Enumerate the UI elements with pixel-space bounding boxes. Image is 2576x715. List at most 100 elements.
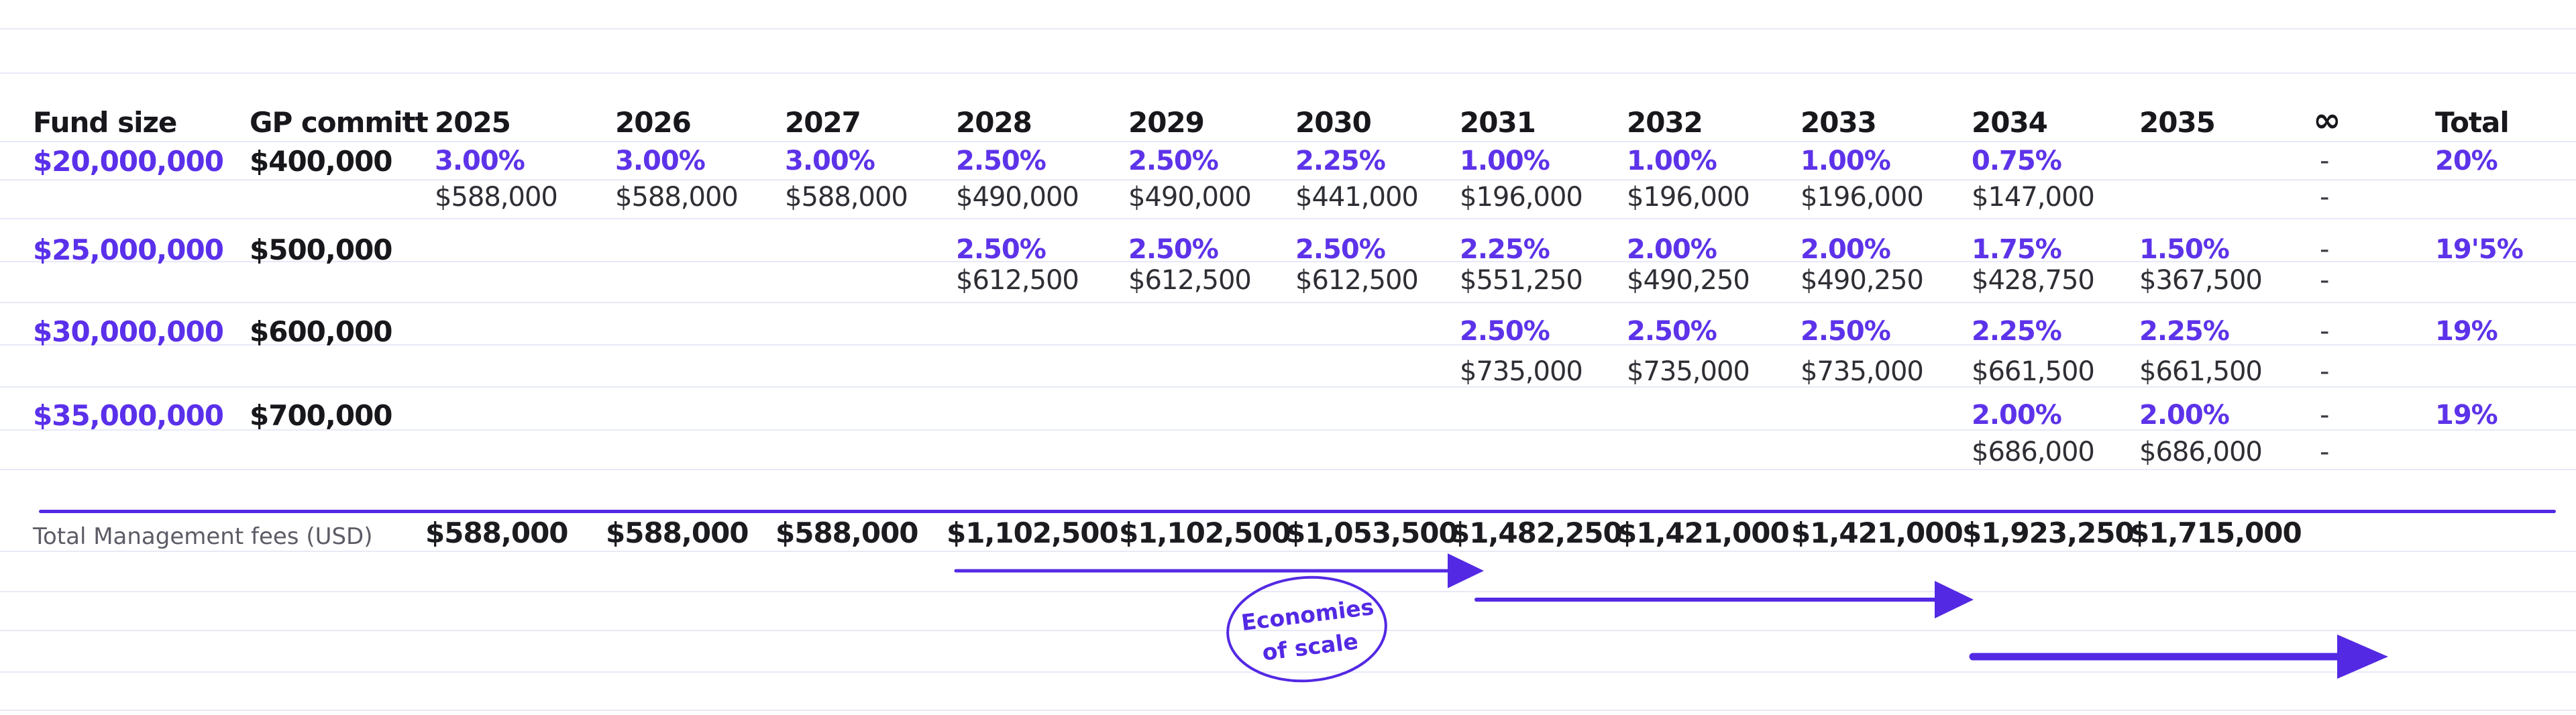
fee-usd-cell[interactable]: $588,000: [435, 182, 558, 213]
economies-arrow-2[interactable]: [1474, 581, 1974, 618]
fee-pct-cell[interactable]: 1.00%: [1627, 146, 1717, 176]
col-header-2033[interactable]: 2033: [1801, 106, 1877, 139]
fee-pct-cell[interactable]: 2.00%: [1627, 234, 1717, 265]
fee-usd-cell[interactable]: $612,500: [1295, 265, 1419, 296]
fee-pct-cell[interactable]: 2.50%: [1801, 316, 1891, 347]
fee-usd-cell[interactable]: $612,500: [1128, 265, 1252, 296]
fund-size-cell[interactable]: $20,000,000: [33, 145, 224, 178]
fee-pct-cell[interactable]: 2.25%: [1460, 234, 1550, 265]
col-header-fund-size[interactable]: Fund size: [33, 106, 177, 139]
gp-commit-cell[interactable]: $600,000: [250, 315, 393, 348]
fee-pct-cell[interactable]: 2.50%: [956, 146, 1046, 176]
fee-pct-cell[interactable]: 2.25%: [2139, 316, 2230, 347]
fee-usd-cell[interactable]: $490,250: [1801, 265, 1924, 296]
fee-usd-cell[interactable]: $428,750: [1972, 265, 2095, 296]
gp-commit-cell[interactable]: $700,000: [250, 399, 393, 432]
fee-usd-cell[interactable]: $490,000: [956, 182, 1079, 213]
row-total-pct[interactable]: 19'5%: [2435, 234, 2524, 265]
total-fees-value[interactable]: $1,482,250: [1450, 516, 1623, 549]
fee-pct-cell[interactable]: 2.50%: [1460, 316, 1550, 347]
total-fees-value[interactable]: $1,923,250: [1962, 516, 2135, 549]
row-gridline: [0, 469, 2576, 470]
fee-usd-cell[interactable]: $735,000: [1460, 356, 1583, 387]
col-header-2028[interactable]: 2028: [956, 106, 1032, 139]
fund-size-cell[interactable]: $30,000,000: [33, 315, 224, 348]
fee-pct-cell[interactable]: 3.00%: [785, 146, 875, 176]
total-fees-value[interactable]: $1,421,000: [1617, 516, 1790, 549]
gp-commit-cell[interactable]: $500,000: [250, 233, 393, 266]
fee-pct-cell[interactable]: 1.00%: [1801, 146, 1891, 176]
economies-arrow-3[interactable]: [1969, 635, 2388, 679]
fee-usd-cell[interactable]: $441,000: [1295, 182, 1419, 213]
row-total-pct[interactable]: 19%: [2435, 400, 2498, 431]
row-gridline: [0, 302, 2576, 303]
fee-usd-cell[interactable]: $735,000: [1801, 356, 1924, 387]
fee-pct-cell[interactable]: 2.50%: [1128, 146, 1219, 176]
col-header-2035[interactable]: 2035: [2139, 106, 2216, 139]
fee-pct-cell[interactable]: 2.25%: [1295, 146, 1386, 176]
fee-usd-cell[interactable]: $367,500: [2139, 265, 2263, 296]
fee-usd-cell[interactable]: $588,000: [615, 182, 739, 213]
fund-size-cell[interactable]: $35,000,000: [33, 399, 224, 432]
fee-usd-cell[interactable]: $661,500: [2139, 356, 2263, 387]
fund-size-cell[interactable]: $25,000,000: [33, 233, 224, 266]
fee-pct-cell[interactable]: 2.25%: [1972, 316, 2062, 347]
row-gridline: [0, 671, 2576, 673]
dash-cell: -: [2320, 234, 2329, 265]
fee-usd-cell[interactable]: $686,000: [2139, 437, 2263, 468]
fee-usd-cell[interactable]: $588,000: [785, 182, 908, 213]
col-header-gp-commit[interactable]: GP committ: [250, 106, 429, 139]
total-fees-value[interactable]: $588,000: [425, 516, 569, 549]
total-fees-value[interactable]: $1,715,000: [2130, 516, 2302, 549]
fee-pct-cell[interactable]: 0.75%: [1972, 146, 2062, 176]
fee-usd-cell[interactable]: $551,250: [1460, 265, 1583, 296]
fee-pct-cell[interactable]: 2.50%: [1295, 234, 1386, 265]
total-fees-value[interactable]: $588,000: [775, 516, 919, 549]
fee-pct-cell[interactable]: 2.00%: [1801, 234, 1891, 265]
col-header-2026[interactable]: 2026: [615, 106, 692, 139]
fee-pct-cell[interactable]: 2.50%: [1627, 316, 1717, 347]
fee-usd-cell[interactable]: $196,000: [1460, 182, 1583, 213]
col-header-2034[interactable]: 2034: [1972, 106, 2048, 139]
fee-pct-cell[interactable]: 2.50%: [956, 234, 1046, 265]
fee-pct-cell[interactable]: 2.00%: [2139, 400, 2230, 431]
fee-pct-cell[interactable]: 1.00%: [1460, 146, 1550, 176]
fee-usd-cell[interactable]: $612,500: [956, 265, 1079, 296]
total-fees-value[interactable]: $1,102,500: [1119, 516, 1291, 549]
col-header-total[interactable]: Total: [2435, 106, 2510, 139]
fee-usd-cell[interactable]: $196,000: [1801, 182, 1924, 213]
gp-commit-cell[interactable]: $400,000: [250, 145, 393, 178]
fee-usd-cell[interactable]: $661,500: [1972, 356, 2095, 387]
col-header-2025[interactable]: 2025: [435, 106, 511, 139]
row-total-pct[interactable]: 20%: [2435, 146, 2498, 176]
fee-pct-cell[interactable]: 2.00%: [1972, 400, 2062, 431]
total-fees-value[interactable]: $1,053,500: [1286, 516, 1458, 549]
fee-usd-cell[interactable]: $490,000: [1128, 182, 1252, 213]
col-header-2029[interactable]: 2029: [1128, 106, 1205, 139]
fee-usd-cell[interactable]: $686,000: [1972, 437, 2095, 468]
fee-usd-cell[interactable]: $490,250: [1627, 265, 1750, 296]
total-fees-value[interactable]: $1,102,500: [947, 516, 1119, 549]
fee-usd-cell[interactable]: $147,000: [1972, 182, 2095, 213]
col-header-2030[interactable]: 2030: [1295, 106, 1372, 139]
total-fees-value[interactable]: $1,421,000: [1791, 516, 1964, 549]
infinity-icon[interactable]: ∞: [2313, 101, 2341, 140]
col-header-2027[interactable]: 2027: [785, 106, 861, 139]
col-header-2031[interactable]: 2031: [1460, 106, 1536, 139]
total-fees-value[interactable]: $588,000: [606, 516, 749, 549]
fee-pct-cell[interactable]: 1.50%: [2139, 234, 2230, 265]
total-fees-label[interactable]: Total Management fees (USD): [33, 523, 373, 550]
economies-arrow-1[interactable]: [954, 553, 1484, 588]
fee-pct-cell[interactable]: 2.50%: [1128, 234, 1219, 265]
economies-ellipse[interactable]: [1224, 572, 1389, 686]
col-header-2032[interactable]: 2032: [1627, 106, 1703, 139]
row-total-pct[interactable]: 19%: [2435, 316, 2498, 347]
fee-pct-cell[interactable]: 3.00%: [615, 146, 706, 176]
fee-usd-cell[interactable]: $735,000: [1627, 356, 1750, 387]
total-separator-line[interactable]: [39, 510, 2556, 513]
fee-pct-cell[interactable]: 1.75%: [1972, 234, 2062, 265]
fee-pct-cell[interactable]: 3.00%: [435, 146, 525, 176]
fee-usd-cell[interactable]: $196,000: [1627, 182, 1750, 213]
dash-cell: -: [2320, 182, 2329, 213]
